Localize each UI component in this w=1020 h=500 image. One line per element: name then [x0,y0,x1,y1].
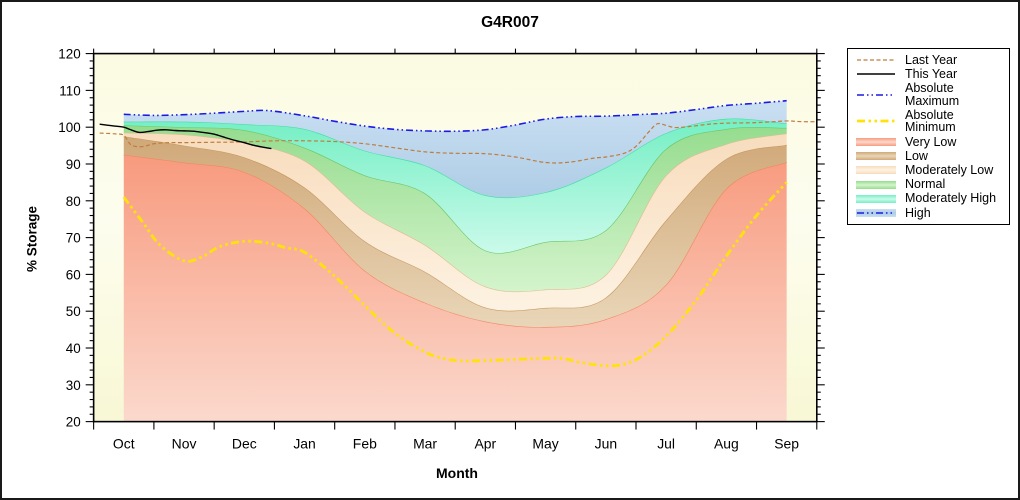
legend-sample-icon [856,179,896,191]
legend: Last Year This Year Absolute Maximum Absolu… [847,48,1010,225]
low-band-swatch-icon [856,152,896,161]
y-tick-label: 50 [66,304,81,319]
line-absolute-maximum [123,99,787,133]
x-tick-label: Nov [172,435,197,451]
y-tick-label: 30 [66,378,81,393]
line-absolute-minimum [122,181,788,368]
curves [99,99,817,368]
x-tick-label: Jan [293,435,315,451]
legend-label: Absolute Minimum [905,107,956,135]
legend-item-absolute-minimum: Absolute Minimum [856,109,1005,134]
band-normal [123,125,787,292]
axes: 20 30 40 50 60 70 80 90 100 110 120 Oct Nov Dec Jan Feb… [58,47,825,451]
band-very-low [123,154,787,422]
legend-sample-icon [856,164,896,176]
band-moderately-high [123,118,787,254]
line-this-year [99,123,272,150]
y-tick-label: 110 [59,83,80,98]
line-last-year [99,120,817,164]
y-tick-label: 60 [66,267,81,282]
y-tick-label: 120 [58,47,80,62]
moderately-high-band-swatch-icon [856,194,896,203]
legend-label: Moderately Low [905,163,994,178]
legend-sample-icon [856,207,896,219]
legend-label: Normal [905,177,946,192]
chart-title: G4R007 [481,14,539,31]
legend-label: This Year [905,66,958,81]
x-tick-label: Oct [113,435,135,451]
legend-item-high: High [856,207,1005,220]
legend-item-very-low: Very Low [856,136,1005,149]
legend-sample-icon [856,54,896,66]
legend-label: High [905,205,931,220]
normal-band-swatch-icon [856,180,896,189]
legend-label: Low [905,148,928,163]
x-tick-label: May [532,435,558,451]
legend-item-moderately-high: Moderately High [856,192,1005,205]
x-tick-label: Jun [595,435,617,451]
moderately-low-band-swatch-icon [856,166,896,175]
y-tick-label: 80 [66,194,81,209]
y-tick-label: 100 [58,120,80,135]
legend-item-normal: Normal [856,178,1005,191]
legend-label: Last Year [905,52,958,67]
legend-sample-icon [856,150,896,162]
x-tick-label: Apr [475,435,497,451]
legend-item-low: Low [856,150,1005,163]
legend-sample-icon [856,115,896,127]
legend-label: Absolute Maximum [905,81,960,108]
legend-sample-icon [856,136,896,148]
legend-label: Moderately High [905,191,997,206]
legend-sample-icon [856,193,896,205]
legend-sample-icon [856,89,896,101]
band-low [123,136,787,328]
y-tick-label: 70 [66,231,81,246]
band-moderately-low [123,132,787,311]
y-tick-label: 20 [66,415,81,430]
x-tick-label: Dec [232,435,257,451]
x-tick-label: Aug [714,435,739,451]
y-tick-label: 40 [66,341,81,356]
x-axis-label: Month [436,465,478,481]
x-tick-label: Jul [657,435,675,451]
legend-item-this-year: This Year [856,68,1005,81]
y-tick-label: 90 [66,157,81,172]
legend-item-last-year: Last Year [856,54,1005,67]
legend-label: Very Low [905,134,957,149]
x-tick-label: Mar [413,435,437,451]
x-tick-label: Sep [774,435,799,451]
very-low-band-swatch-icon [856,137,896,146]
bands [123,100,787,422]
x-tick-label: Feb [353,435,377,451]
legend-sample-icon [856,68,896,80]
legend-item-moderately-low: Moderately Low [856,164,1005,177]
band-high [123,100,787,198]
legend-item-absolute-maximum: Absolute Maximum [856,82,1005,107]
